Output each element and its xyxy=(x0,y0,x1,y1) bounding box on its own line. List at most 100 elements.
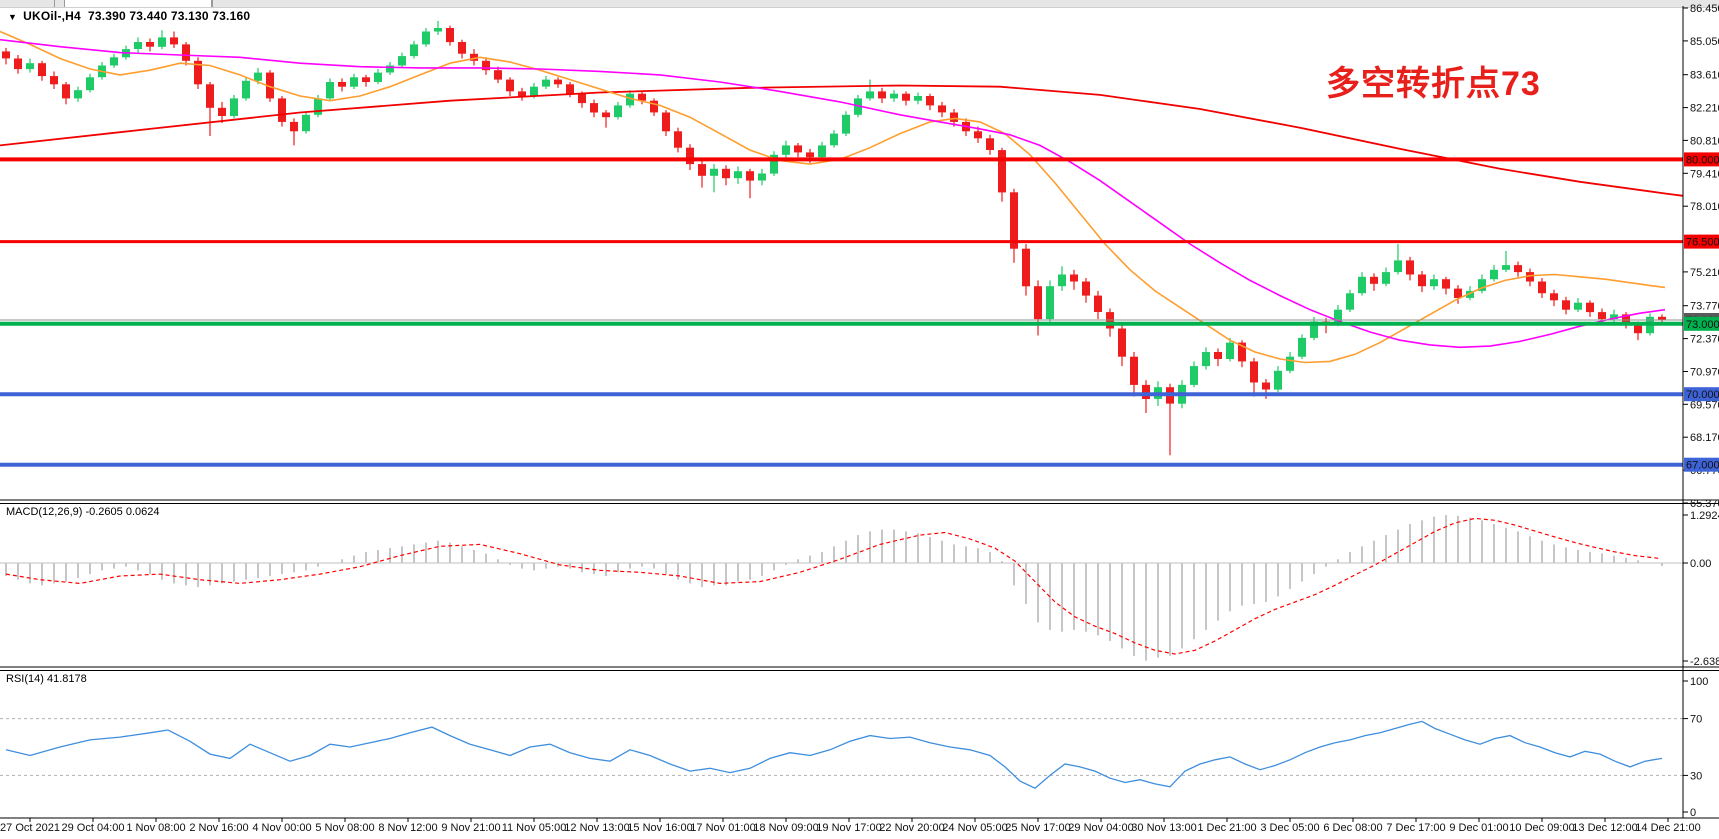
candle-down xyxy=(170,37,178,45)
symbol-period-label: UKOil-,H4 xyxy=(23,9,81,23)
candle-up xyxy=(1310,321,1318,338)
candle-up xyxy=(110,57,118,66)
date-label: 29 Nov 04:00 xyxy=(1068,822,1133,834)
date-label: 3 Dec 05:00 xyxy=(1260,822,1319,834)
date-label: 1 Nov 08:00 xyxy=(126,822,185,834)
price-tag-80.000-text: 80.000 xyxy=(1686,154,1719,166)
date-label: 13 Dec 12:00 xyxy=(1572,822,1637,834)
candle-down xyxy=(698,164,706,176)
candle-down xyxy=(1214,352,1222,359)
candle-down xyxy=(638,93,646,101)
candle-down xyxy=(482,60,490,71)
price-axis-label: 80.810 xyxy=(1690,135,1719,147)
candle-up xyxy=(818,145,826,158)
price-axis-label: 79.410 xyxy=(1690,168,1719,180)
candle-up xyxy=(1226,342,1234,359)
candle-down xyxy=(1454,288,1462,298)
candle-down xyxy=(62,84,70,99)
candle-up xyxy=(1394,260,1402,273)
candle-down xyxy=(1142,384,1150,399)
macd-axis-label: -2.6386 xyxy=(1690,656,1719,668)
rsi-axis-label: 30 xyxy=(1690,770,1702,782)
date-label: 8 Nov 12:00 xyxy=(378,822,437,834)
candle-up xyxy=(1202,352,1210,367)
time-axis-labels: 27 Oct 2021 29 Oct 04:00 1 Nov 08:00 2 Nov … xyxy=(0,818,1701,834)
date-label: 4 Nov 00:00 xyxy=(252,822,311,834)
candle-down xyxy=(1442,279,1450,289)
candle-up xyxy=(866,91,874,99)
date-label: 22 Nov 20:00 xyxy=(879,822,944,834)
candle-down xyxy=(1082,281,1090,296)
candle-down xyxy=(1514,265,1522,273)
candle-down xyxy=(686,147,694,165)
candle-down xyxy=(38,63,46,77)
candle-down xyxy=(2,51,10,59)
price-axis-label: 75.210 xyxy=(1690,267,1719,279)
candle-up xyxy=(314,98,322,115)
price-tag-73.000 xyxy=(1684,316,1719,331)
candle-down xyxy=(926,96,934,106)
price-tag-70.000-text: 70.000 xyxy=(1686,389,1719,401)
price-tag-70.000 xyxy=(1684,387,1719,402)
date-label: 7 Dec 17:00 xyxy=(1386,822,1445,834)
candle-up xyxy=(770,154,778,174)
candle-up xyxy=(710,168,718,176)
date-label: 19 Nov 17:00 xyxy=(816,822,881,834)
candle-up xyxy=(254,72,262,81)
candle-down xyxy=(950,112,958,122)
date-label: 12 Nov 13:00 xyxy=(564,822,629,834)
candle-down xyxy=(1562,300,1570,310)
candle-down xyxy=(1598,312,1606,320)
candle-down xyxy=(1538,281,1546,294)
date-label: 17 Nov 01:00 xyxy=(690,822,755,834)
candle-up xyxy=(1334,309,1342,324)
candle-up xyxy=(1358,276,1366,294)
candle-down xyxy=(1658,316,1666,321)
candle-up xyxy=(350,77,358,87)
macd-panel xyxy=(0,515,1683,661)
price-axis-labels: 86.450 85.050 83.610 82.210 80.810 79.410 78.0… xyxy=(1683,3,1719,510)
rsi-indicator-label: RSI(14) 41.8178 xyxy=(6,673,87,685)
candle-up xyxy=(1574,302,1582,310)
candle-up xyxy=(242,80,250,99)
candle-up xyxy=(890,93,898,99)
candle-down xyxy=(218,107,226,116)
date-label: 25 Nov 17:00 xyxy=(1005,822,1070,834)
rsi-axis-label: 0 xyxy=(1690,807,1696,819)
candle-up xyxy=(158,37,166,47)
candle-up xyxy=(1382,272,1390,284)
top-strip-segment xyxy=(64,0,212,7)
candle-down xyxy=(902,93,910,101)
candle-down xyxy=(1034,286,1042,320)
candle-up xyxy=(1190,366,1198,385)
candle-up xyxy=(1274,370,1282,390)
date-label: 2 Nov 16:00 xyxy=(189,822,248,834)
date-label: 5 Nov 08:00 xyxy=(315,822,374,834)
candle-up xyxy=(386,65,394,73)
ohlc-values: 73.390 73.440 73.130 73.160 xyxy=(88,9,251,23)
price-axis-label: 68.170 xyxy=(1690,432,1719,444)
ma-mid-magenta-line xyxy=(0,38,1666,349)
moving-averages xyxy=(0,30,1684,364)
candle-up xyxy=(302,114,310,132)
candle-down xyxy=(518,91,526,97)
candle-up xyxy=(614,105,622,118)
date-label: 14 Dec 21:00 xyxy=(1635,822,1700,834)
candle-down xyxy=(1370,276,1378,284)
candle-up xyxy=(134,42,142,49)
candle-down xyxy=(338,82,346,87)
candle-down xyxy=(458,42,466,54)
macd-axis-label: 0.00 xyxy=(1690,558,1711,570)
candle-up xyxy=(1466,290,1474,298)
candle-down xyxy=(650,100,658,113)
candle-down xyxy=(998,150,1006,193)
candle-down xyxy=(1262,382,1270,390)
candle-up xyxy=(782,145,790,155)
price-tag-73.000-text: 73.000 xyxy=(1686,319,1719,331)
date-label: 6 Dec 08:00 xyxy=(1323,822,1382,834)
chevron-down-icon[interactable]: ▼ xyxy=(8,12,18,22)
candle-up xyxy=(434,28,442,32)
rsi-axis-label: 70 xyxy=(1690,714,1702,726)
candle-down xyxy=(1010,192,1018,249)
